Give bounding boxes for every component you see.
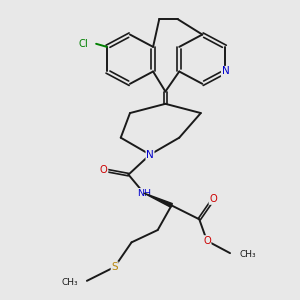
Text: N: N (221, 67, 229, 76)
Text: O: O (100, 165, 108, 175)
Text: CH₃: CH₃ (61, 278, 78, 287)
Text: Cl: Cl (79, 39, 88, 49)
Polygon shape (144, 193, 172, 207)
Text: N: N (146, 150, 154, 160)
Text: NH: NH (137, 189, 151, 198)
Text: O: O (203, 236, 211, 246)
Text: O: O (209, 194, 217, 204)
Text: S: S (111, 262, 118, 272)
Text: CH₃: CH₃ (239, 250, 256, 259)
